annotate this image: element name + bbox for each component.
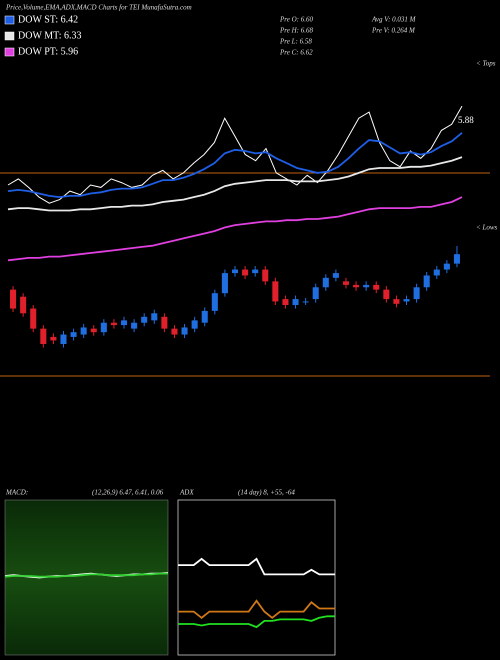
- panel-title: MACD:: [5, 489, 28, 497]
- candle-body: [40, 328, 47, 344]
- annotation: < Tops: [476, 60, 496, 68]
- candle-body: [443, 263, 450, 270]
- candle-body: [342, 281, 350, 285]
- line: [178, 599, 335, 619]
- stat: Pre C: 6.62: [279, 49, 313, 57]
- candle-body: [171, 328, 178, 335]
- line: [7, 196, 463, 262]
- candle-body: [191, 320, 198, 329]
- candle-body: [413, 287, 420, 300]
- candle-body: [272, 281, 279, 302]
- candle-body: [181, 327, 188, 335]
- candle-body: [322, 277, 329, 288]
- candle-body: [110, 322, 117, 326]
- candle-body: [131, 322, 138, 329]
- candle-body: [423, 275, 430, 288]
- legend-label: DOW ST: 6.42: [18, 14, 78, 25]
- candle-body: [221, 273, 228, 294]
- candle-body: [302, 301, 309, 303]
- annotation: 5.88: [458, 115, 474, 125]
- candle-body: [211, 293, 218, 311]
- candle-body: [373, 284, 380, 290]
- candle-body: [10, 289, 17, 309]
- panel-subtitle: (12,26,9) 6.47, 6.41, 0.06: [92, 489, 164, 497]
- candle-body: [60, 334, 67, 344]
- line: [178, 557, 335, 576]
- stat: Pre H: 6.68: [279, 27, 313, 35]
- candle-body: [383, 289, 390, 300]
- candle-body: [262, 269, 269, 282]
- candle-body: [332, 273, 339, 278]
- candle-body: [90, 328, 97, 333]
- candle-body: [242, 269, 249, 276]
- candle-body: [393, 299, 400, 304]
- candle-body: [151, 313, 158, 321]
- candle-body: [403, 299, 410, 302]
- stat: Pre L: 6.58: [279, 38, 312, 46]
- legend-swatch: [4, 31, 15, 41]
- stat: Pre V: 0.264 M: [371, 27, 416, 35]
- candle-body: [141, 316, 148, 323]
- line: [7, 132, 463, 199]
- candle-body: [50, 336, 57, 341]
- candle-body: [363, 284, 370, 288]
- panel-subtitle: (14 day) 8, +55, -64: [238, 489, 295, 497]
- legend-swatch: [4, 47, 15, 57]
- candle-body: [201, 310, 208, 323]
- candle-body: [353, 284, 360, 288]
- candle-body: [292, 299, 299, 305]
- line: [7, 156, 463, 212]
- legend-label: DOW MT: 6.33: [18, 30, 81, 41]
- annotation: < Lows: [476, 224, 498, 232]
- candle-body: [120, 320, 128, 326]
- candle-body: [453, 254, 460, 264]
- legend-label: DOW PT: 5.96: [18, 46, 78, 57]
- candle-body: [30, 308, 37, 329]
- candle-body: [100, 322, 107, 333]
- candle-body: [80, 327, 87, 335]
- adx-panel: [177, 499, 336, 656]
- line: [178, 615, 335, 629]
- candle-body: [231, 269, 239, 274]
- candle-body: [20, 296, 27, 314]
- stat: Pre O: 6.60: [279, 16, 313, 24]
- line: [4, 572, 168, 578]
- candle-body: [433, 269, 440, 276]
- candle-body: [252, 269, 259, 274]
- stat: Avg V: 0.031 M: [371, 16, 417, 24]
- candle-body: [282, 299, 289, 305]
- chart-title: Price,Volume,EMA,ADX,MACD Charts for TEI…: [5, 4, 192, 12]
- line: [7, 105, 463, 204]
- candle-body: [161, 316, 168, 329]
- legend-swatch: [4, 15, 15, 25]
- candle-body: [70, 332, 77, 337]
- candle-body: [312, 287, 319, 300]
- panel-title: ADX: [179, 489, 194, 497]
